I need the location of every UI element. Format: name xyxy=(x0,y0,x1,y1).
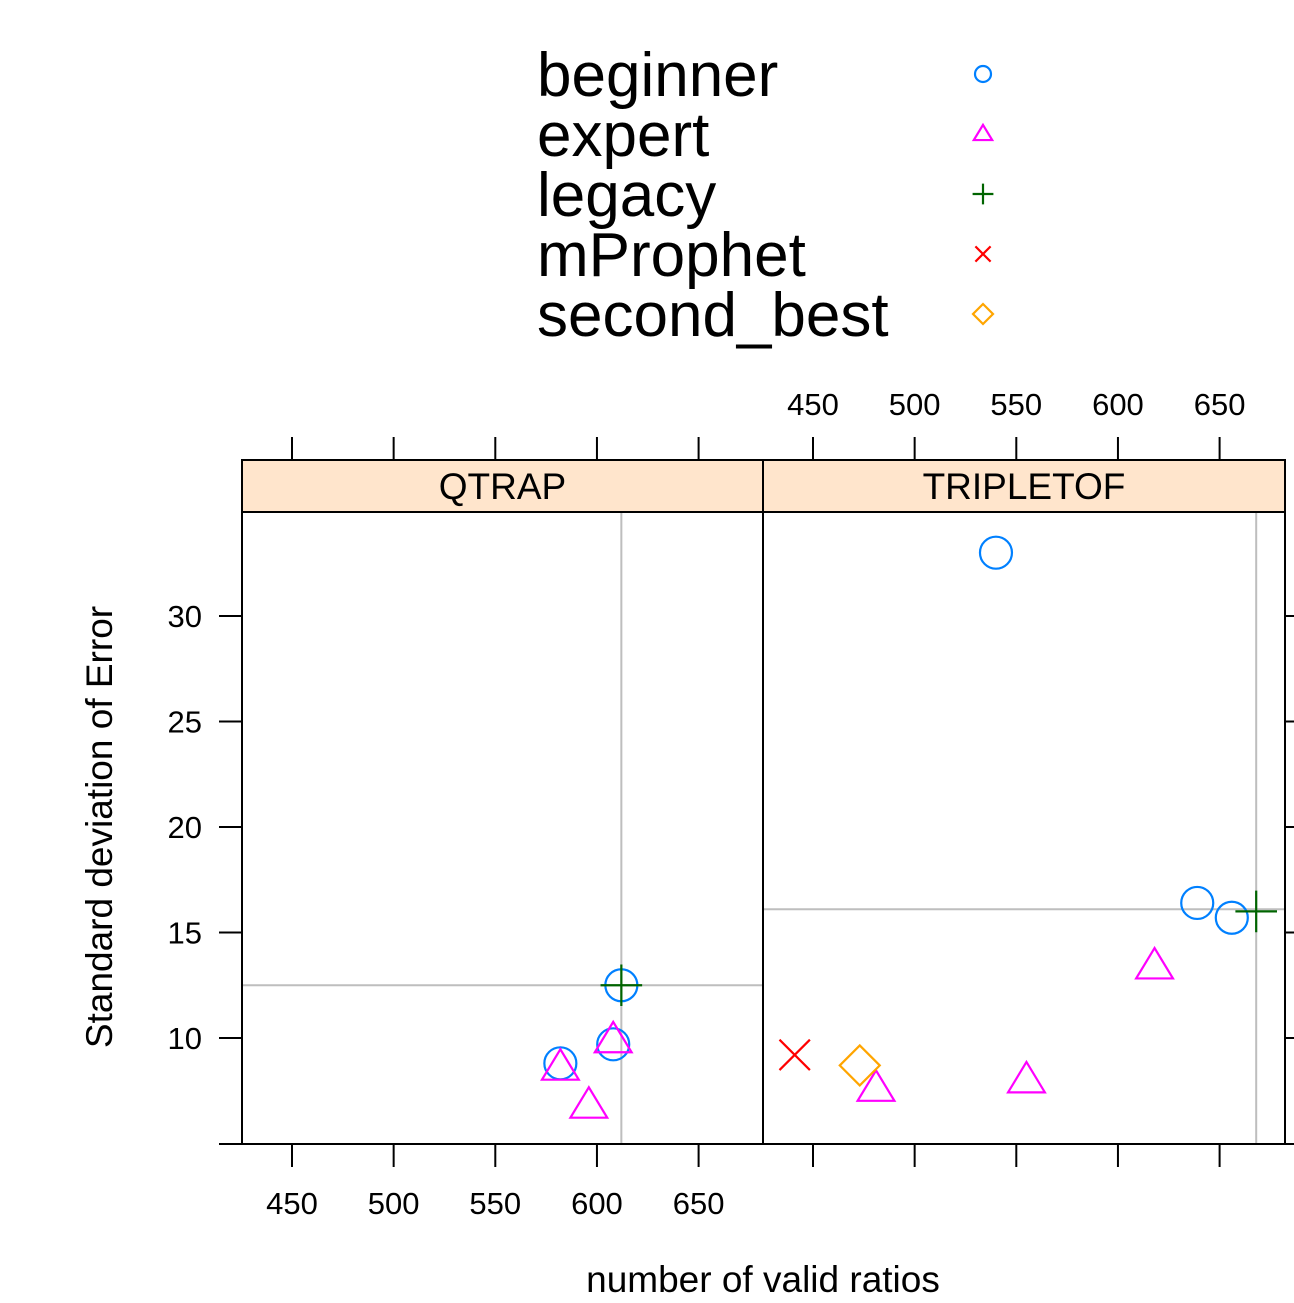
point-qtrap-beginner-0 xyxy=(543,1046,578,1081)
strip-label-qtrap: QTRAP xyxy=(439,466,566,507)
top-tick-label-550: 550 xyxy=(990,387,1042,422)
top-tick-label-500: 500 xyxy=(889,387,941,422)
point-tripletof-mprophet-7 xyxy=(778,1038,811,1071)
left-tick-label-20: 20 xyxy=(168,810,202,845)
point-tripletof-expert-5 xyxy=(1134,945,1175,980)
panel-content-qtrap xyxy=(242,512,763,1144)
left-y-axis: 10 15 20 25 30 xyxy=(168,599,242,1145)
legend-label-legacy: legacy xyxy=(537,161,716,230)
legend-label-second-best: second_best xyxy=(537,281,889,350)
top-tick-label-450: 450 xyxy=(787,387,839,422)
bottom-tick-label-600: 600 xyxy=(571,1186,623,1221)
panel-border-qtrap xyxy=(241,511,764,1145)
top-tick-label-600: 600 xyxy=(1092,387,1144,422)
x-axis-title: number of valid ratios xyxy=(586,1259,940,1300)
bottom-tick-label-450: 450 xyxy=(266,1186,318,1221)
point-tripletof-expert-4 xyxy=(1006,1059,1047,1094)
strip-label-tripletof: TRIPLETOF xyxy=(923,466,1126,507)
legend-symbol-beginner xyxy=(973,64,993,84)
point-qtrap-expert-3 xyxy=(540,1047,581,1081)
bottom-tick-label-650: 650 xyxy=(673,1186,725,1221)
point-tripletof-legacy-6 xyxy=(1235,890,1277,933)
legend-symbol-mprophet xyxy=(974,245,992,263)
point-qtrap-legacy-6 xyxy=(600,964,643,1007)
point-qtrap-beginner-1 xyxy=(596,1027,631,1062)
point-qtrap-expert-4 xyxy=(568,1085,610,1119)
strip-qtrap xyxy=(241,459,764,513)
bottom-x-axis: 450 500 550 600 650 xyxy=(266,1144,1221,1221)
top-tick-label-650: 650 xyxy=(1194,387,1246,422)
legend-symbol-second-best xyxy=(971,302,995,326)
panel-qtrap: QTRAP xyxy=(241,459,764,1145)
legend-symbol-legacy xyxy=(972,183,994,205)
left-tick-label-25: 25 xyxy=(168,705,202,740)
left-tick-label-10: 10 xyxy=(168,1021,202,1056)
legend-label-beginner: beginner xyxy=(537,41,778,110)
point-tripletof-beginner-1 xyxy=(1180,885,1215,921)
top-x-axis: 450 500 550 600 650 xyxy=(291,387,1246,460)
legend-label-mprophet: mProphet xyxy=(537,221,806,290)
point-tripletof-beginner-0 xyxy=(978,535,1014,570)
legend-label-expert: expert xyxy=(537,101,709,170)
left-tick-label-15: 15 xyxy=(168,916,202,951)
panels: QTRAP TRIPLETOF xyxy=(241,459,1286,1145)
panel-content-tripletof xyxy=(763,512,1285,1144)
point-tripletof-expert-3 xyxy=(855,1068,897,1102)
point-qtrap-expert-5 xyxy=(592,1019,634,1054)
panel-tripletof: TRIPLETOF xyxy=(762,459,1286,1145)
bottom-tick-label-500: 500 xyxy=(368,1186,420,1221)
point-tripletof-beginner-2 xyxy=(1214,900,1249,935)
left-tick-label-30: 30 xyxy=(168,599,202,634)
bottom-tick-label-550: 550 xyxy=(469,1186,521,1221)
panel-border-tripletof xyxy=(762,511,1286,1145)
legend-symbol-expert xyxy=(971,122,995,142)
right-y-axis xyxy=(1285,615,1294,1145)
y-axis-title: Standard deviation of Error xyxy=(79,606,120,1048)
point-tripletof-second-best-8 xyxy=(838,1043,882,1087)
